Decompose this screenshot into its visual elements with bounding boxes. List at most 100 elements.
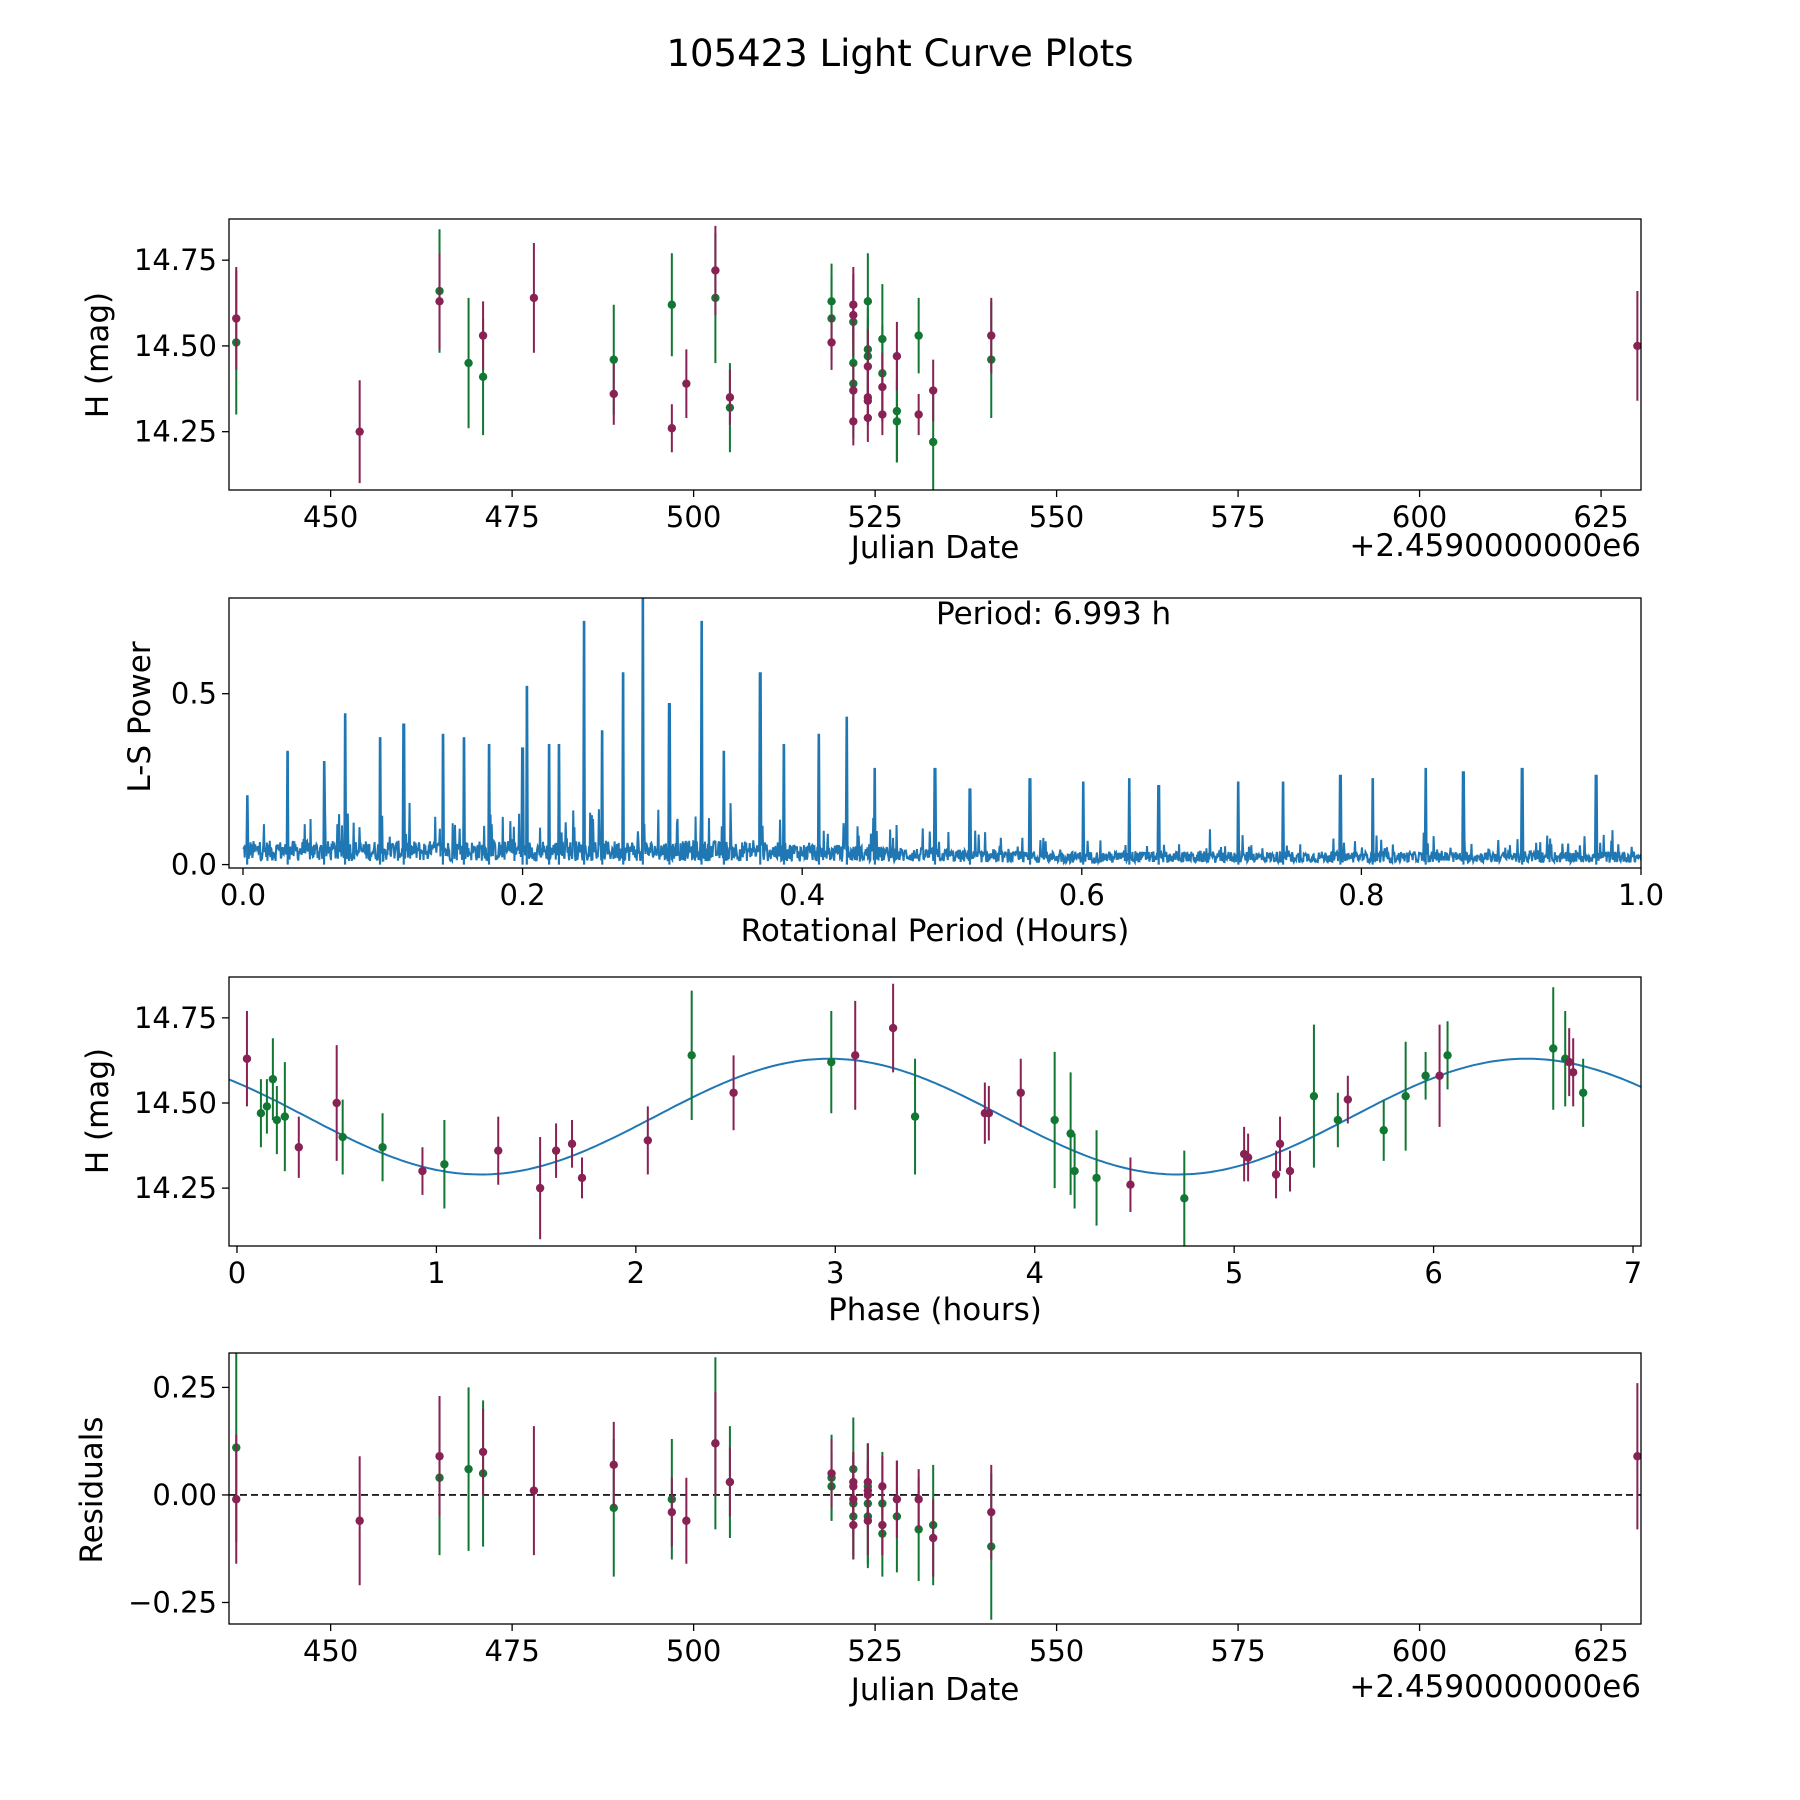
phase-fold-point-green — [378, 1143, 387, 1152]
residuals-xtick-label: 525 — [847, 1634, 902, 1668]
phase-fold-xtick-label: 0 — [228, 1256, 246, 1290]
phase-fold-point-magenta — [1126, 1180, 1135, 1189]
light-curve-point-magenta — [711, 266, 720, 275]
residuals-point-magenta — [928, 1533, 938, 1543]
residuals-ytick-label: 0.00 — [152, 1478, 217, 1512]
light-curve-point-magenta — [827, 338, 836, 347]
phase-fold-point-magenta — [535, 1183, 545, 1193]
phase-fold-xlabel: Phase (hours) — [828, 1292, 1042, 1328]
phase-fold-point-green — [1309, 1091, 1319, 1101]
phase-fold-point-magenta — [1343, 1095, 1353, 1104]
residuals-point-magenta — [355, 1516, 364, 1525]
residuals-point-magenta — [667, 1507, 677, 1517]
light-curve-point-magenta — [435, 297, 444, 306]
residuals-point-magenta — [232, 1495, 241, 1504]
periodogram-panel: Rotational Period (Hours) L-S Power Peri… — [122, 596, 1664, 949]
residuals-point-magenta — [892, 1495, 902, 1504]
light-curve-point-magenta — [667, 424, 677, 433]
phase-fold-xtick-label: 6 — [1424, 1256, 1442, 1290]
phase-fold-point-green — [262, 1102, 272, 1111]
phase-fold-panel: Phase (hours) H (mag) 0 1 2 3 4 5 6 7 14.25 14.50… — [80, 976, 1642, 1328]
phase-fold-xtick-label: 7 — [1624, 1256, 1642, 1290]
light-curve-point-magenta — [849, 386, 858, 395]
residuals-point-magenta — [711, 1439, 720, 1448]
light-curve-xtick-label: 600 — [1392, 500, 1447, 534]
light-curve-point-magenta — [878, 382, 887, 392]
periodogram-xtick-label: 0.0 — [220, 878, 266, 912]
light-curve-point-magenta — [682, 379, 691, 388]
light-curve-point-magenta — [878, 410, 887, 419]
residuals-point-magenta — [878, 1482, 887, 1491]
light-curve-point-magenta — [529, 293, 539, 303]
residuals-point-magenta — [725, 1477, 735, 1487]
phase-fold-point-green — [256, 1109, 266, 1118]
light-curve-xtick-label: 450 — [303, 500, 358, 534]
light-curve-xtick-label: 475 — [484, 500, 539, 534]
residuals-point-magenta — [987, 1507, 996, 1517]
residuals-axes-frame — [228, 1352, 1642, 1625]
phase-fold-ytick-label: 14.75 — [134, 1001, 217, 1035]
phase-fold-point-magenta — [1243, 1153, 1253, 1162]
residuals-point-green — [464, 1464, 473, 1474]
figure-title: 105423 Light Curve Plots — [666, 32, 1133, 75]
phase-fold-ytick-label: 14.25 — [134, 1171, 217, 1205]
phase-fold-point-green — [1333, 1115, 1343, 1125]
residuals-plot-area — [229, 1353, 1641, 1620]
periodogram-power-line — [242, 598, 1641, 867]
light-curve-point-green — [667, 300, 677, 309]
residuals-point-magenta — [529, 1486, 539, 1495]
light-curve-point-magenta — [609, 389, 618, 399]
light-curve-point-green — [478, 372, 488, 381]
residuals-point-magenta — [478, 1447, 488, 1457]
periodogram-ytick-label: 0.0 — [171, 848, 217, 882]
phase-fold-point-magenta — [1565, 1057, 1574, 1067]
residuals-point-green — [914, 1525, 923, 1534]
periodogram-xtick-label: 0.6 — [1059, 878, 1105, 912]
light-curve-point-green — [464, 358, 473, 368]
phase-fold-plot-area — [229, 983, 1641, 1246]
phase-fold-point-green — [1180, 1194, 1189, 1203]
phase-fold-point-green — [280, 1112, 290, 1121]
periodogram-axes-frame — [228, 597, 1642, 869]
residuals-point-magenta — [682, 1516, 691, 1525]
residuals-point-magenta — [878, 1520, 887, 1530]
light-curve-point-magenta — [987, 331, 996, 340]
phase-fold-point-magenta — [1285, 1166, 1295, 1176]
light-curve-point-green — [863, 297, 873, 306]
light-curve-xlabel: Julian Date — [849, 530, 1020, 566]
light-curve-xtick-label: 550 — [1029, 500, 1084, 534]
phase-fold-point-green — [1401, 1091, 1410, 1101]
residuals-xtick-label: 550 — [1029, 1634, 1084, 1668]
residuals-xtick-label: 500 — [666, 1634, 721, 1668]
phase-fold-point-magenta — [418, 1166, 427, 1176]
phase-fold-ylabel: H (mag) — [80, 1048, 116, 1174]
light-curve-point-green — [609, 355, 618, 364]
light-curve-point-magenta — [914, 410, 923, 419]
residuals-xtick-label: 575 — [1210, 1634, 1265, 1668]
light-curve-point-magenta — [863, 413, 873, 423]
phase-fold-point-magenta — [1271, 1170, 1281, 1179]
phase-fold-point-green — [1066, 1129, 1075, 1138]
phase-fold-point-magenta — [1568, 1068, 1578, 1077]
phase-fold-point-green — [1092, 1173, 1101, 1183]
phase-fold-point-magenta — [851, 1051, 860, 1060]
light-curve-point-magenta — [355, 427, 364, 436]
residuals-offset-label: +2.4590000000e6 — [1349, 1669, 1641, 1705]
phase-fold-point-magenta — [1016, 1088, 1025, 1097]
phase-fold-point-green — [1549, 1044, 1558, 1053]
phase-fold-xtick-label: 4 — [1025, 1256, 1043, 1290]
residuals-xtick-label: 475 — [484, 1634, 539, 1668]
phase-fold-xtick-label: 3 — [826, 1256, 844, 1290]
phase-fold-xtick-label: 1 — [427, 1256, 445, 1290]
light-curve-xtick-label: 500 — [666, 500, 721, 534]
phase-fold-point-green — [1379, 1126, 1388, 1135]
periodogram-xtick-label: 0.8 — [1338, 878, 1384, 912]
periodogram-plot-area — [242, 598, 1641, 867]
light-curve-offset-label: +2.4590000000e6 — [1349, 528, 1641, 564]
phase-fold-point-magenta — [984, 1109, 994, 1118]
phase-fold-point-magenta — [729, 1088, 738, 1097]
light-curve-xtick-label: 625 — [1573, 500, 1628, 534]
phase-fold-point-magenta — [1275, 1139, 1285, 1149]
phase-fold-point-magenta — [888, 1023, 898, 1033]
periodogram-xtick-label: 0.2 — [500, 878, 546, 912]
